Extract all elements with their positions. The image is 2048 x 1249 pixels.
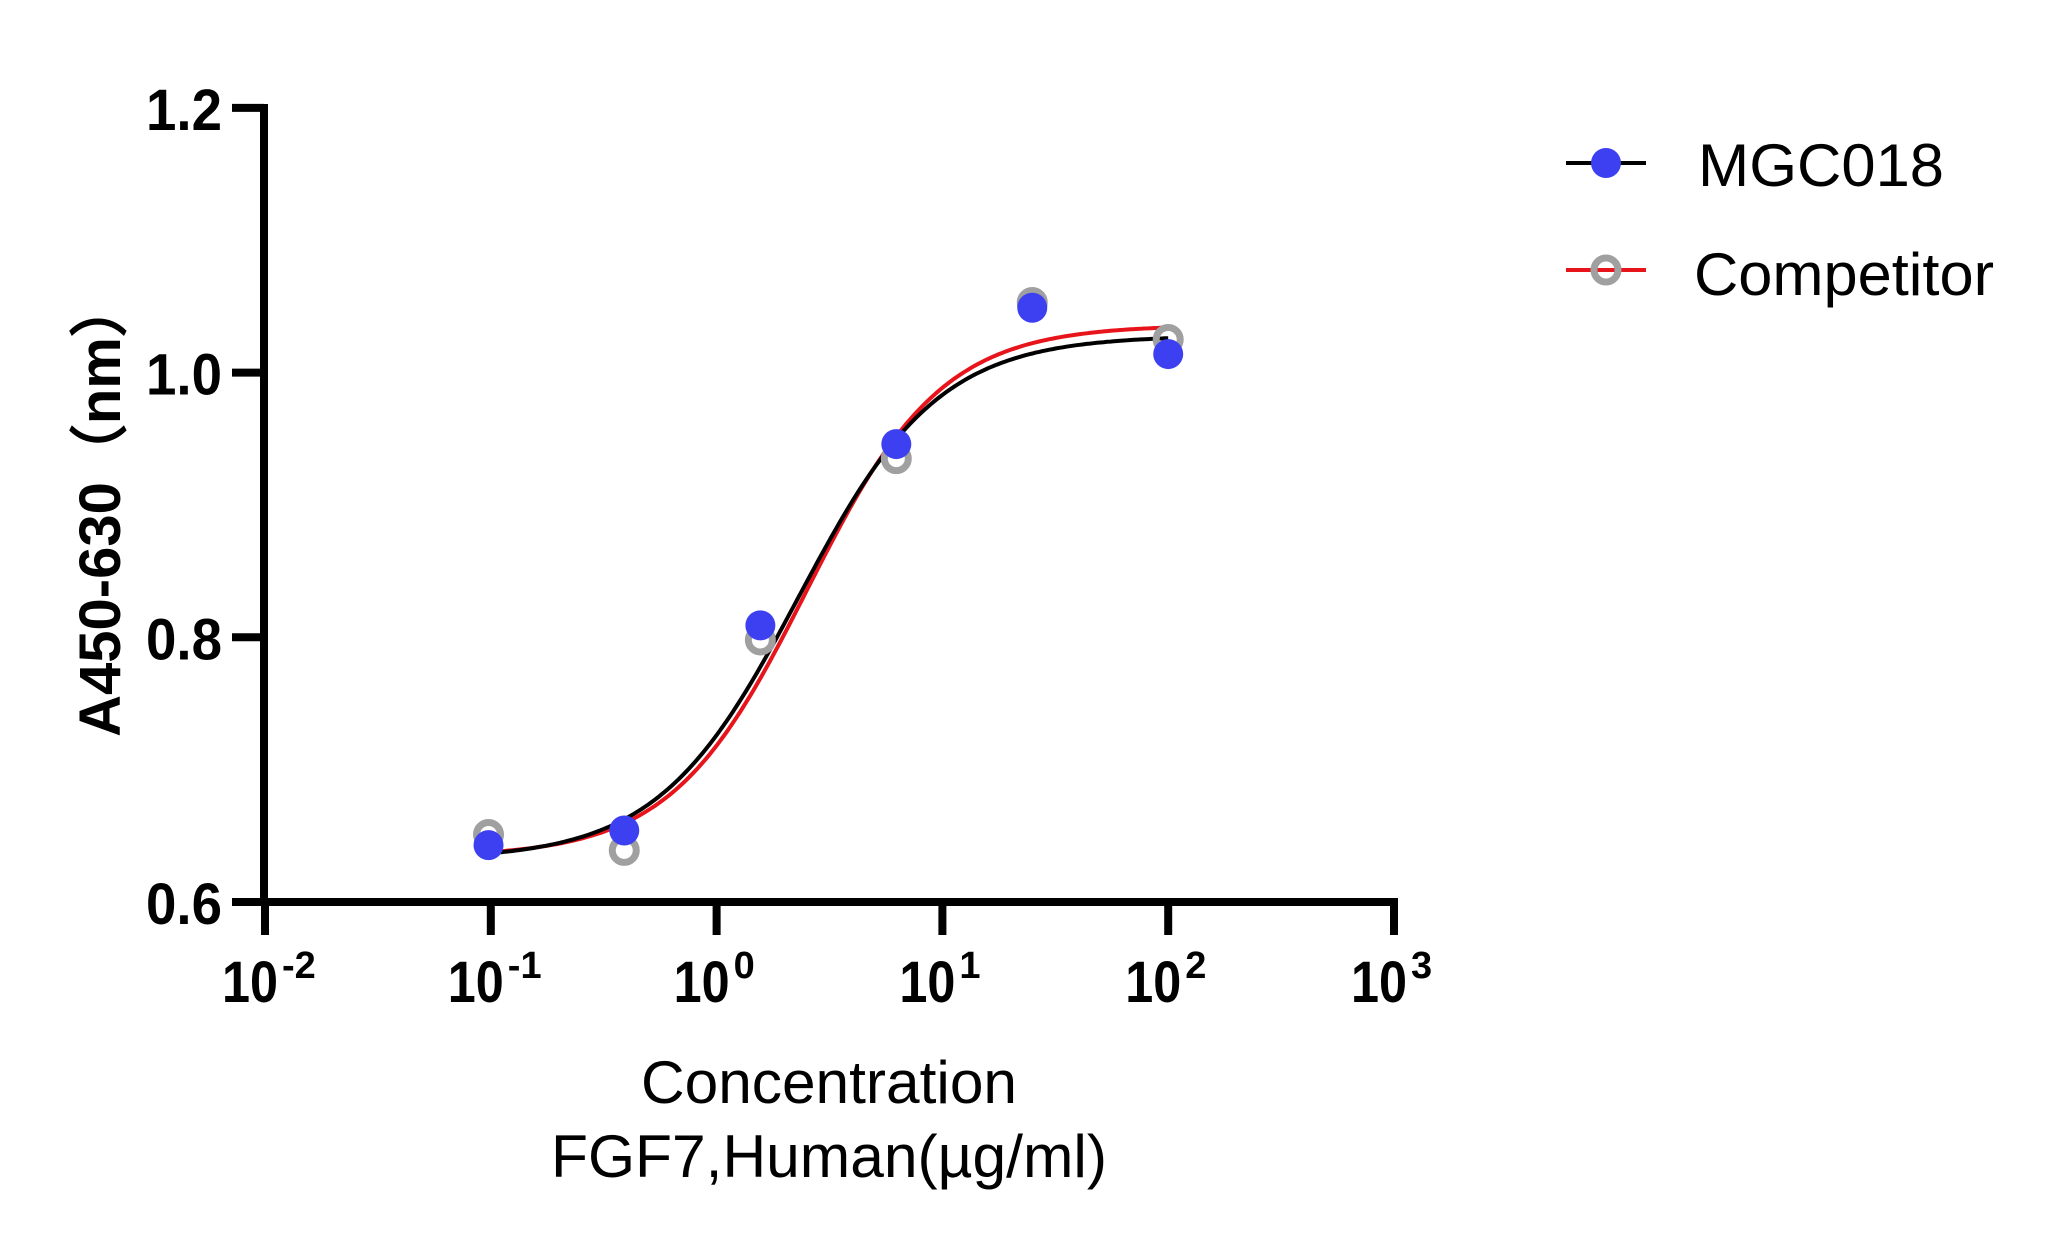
x-tick-label: 10 3 xyxy=(1351,945,1432,1015)
x-tick-base: 10 xyxy=(899,950,955,1015)
x-tick-exponent: -1 xyxy=(508,945,542,987)
x-tick-exponent: 3 xyxy=(1411,945,1432,987)
fit-curves xyxy=(488,325,1169,856)
x-tick-label: 10 1 xyxy=(899,945,980,1015)
y-axis-title: A450-630（nm） xyxy=(68,279,133,737)
data-point-mgc018 xyxy=(1153,339,1184,370)
x-tick-base: 10 xyxy=(1351,950,1407,1015)
data-points xyxy=(473,286,1184,866)
data-point-mgc018 xyxy=(473,830,504,861)
legend-label-competitor: Competitor xyxy=(1694,241,1994,308)
x-tick-exponent: 0 xyxy=(734,945,755,987)
x-axis-title-line1: Concentration xyxy=(641,1049,1017,1116)
x-tick-label: 10 0 xyxy=(674,945,755,1015)
y-tick-label: 1.2 xyxy=(146,78,222,143)
x-tick-exponent: 1 xyxy=(959,945,980,987)
y-tick-label: 0.6 xyxy=(146,872,222,937)
x-axis-title-line2: FGF7,Human(µg/ml) xyxy=(551,1123,1107,1190)
data-point-mgc018 xyxy=(1017,292,1048,323)
fit-curve-mgc018 xyxy=(488,336,1169,856)
legend: MGC018 Competitor xyxy=(1566,132,1994,308)
x-tick-base: 10 xyxy=(1125,950,1181,1015)
x-tick-exponent: -2 xyxy=(282,945,316,987)
x-tick-label: 10 -2 xyxy=(222,945,316,1015)
legend-label-mgc018: MGC018 xyxy=(1698,132,1944,199)
x-tick-base: 10 xyxy=(448,950,504,1015)
y-ticks: 0.6 0.8 1.0 1.2 xyxy=(146,78,264,937)
data-point-mgc018 xyxy=(745,610,776,641)
x-ticks: 10 -2 10 -1 10 0 10 1 10 2 10 3 xyxy=(222,902,1432,1015)
x-tick-label: 10 2 xyxy=(1125,945,1206,1015)
x-tick-base: 10 xyxy=(222,950,278,1015)
data-point-mgc018 xyxy=(881,429,912,460)
legend-item-competitor[interactable]: Competitor xyxy=(1566,241,1994,308)
legend-marker-open-circle-icon xyxy=(1590,254,1622,286)
data-point-mgc018 xyxy=(609,815,640,846)
fit-curve-competitor xyxy=(488,325,1169,855)
x-axis: 10 -2 10 -1 10 0 10 1 10 2 10 3 xyxy=(222,898,1432,1015)
y-tick-label: 1.0 xyxy=(146,343,222,408)
legend-marker-filled-circle-icon xyxy=(1591,148,1621,178)
y-axis: 0.6 0.8 1.0 1.2 xyxy=(146,78,268,937)
x-tick-base: 10 xyxy=(674,950,730,1015)
y-tick-label: 0.8 xyxy=(146,607,222,672)
x-tick-exponent: 2 xyxy=(1185,945,1206,987)
x-tick-label: 10 -1 xyxy=(448,945,542,1015)
legend-item-mgc018[interactable]: MGC018 xyxy=(1566,132,1944,199)
